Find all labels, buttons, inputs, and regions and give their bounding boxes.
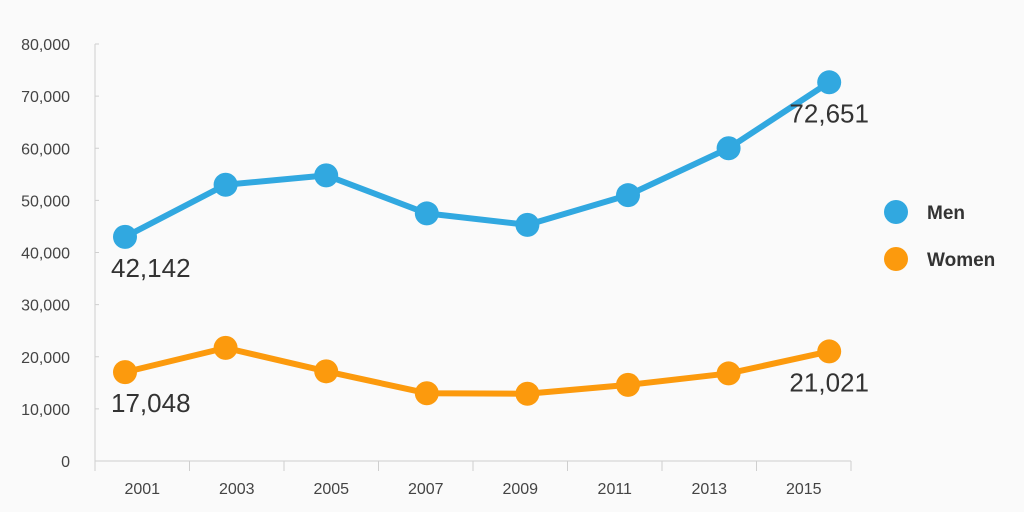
data-point-women (314, 359, 339, 384)
y-tick-label: 30,000 (21, 298, 70, 315)
data-label-men: 42,142 (111, 253, 191, 283)
x-tick-label: 2005 (313, 481, 349, 498)
data-point-women (113, 360, 137, 385)
data-labels: 42,142 72,651 17,048 21,021 (111, 98, 869, 418)
data-point-women (616, 372, 640, 397)
axes: 0 10,000 20,000 30,000 40,000 50,000 60,000 70,… (21, 37, 852, 498)
data-point-women (716, 361, 741, 386)
y-tick-label: 70,000 (21, 89, 70, 106)
y-tick-label: 60,000 (21, 141, 70, 158)
y-tick-label: 20,000 (21, 350, 70, 367)
y-tick-label: 80,000 (21, 37, 70, 54)
data-point-men (616, 183, 640, 208)
data-label-women: 21,021 (789, 367, 869, 397)
data-point-women (817, 339, 842, 364)
data-point-men (515, 212, 540, 237)
x-tick-label: 2003 (219, 481, 255, 498)
y-tick-label: 0 (61, 454, 70, 471)
x-tick-label: 2007 (408, 481, 444, 498)
x-tick-label: 2015 (786, 481, 822, 498)
x-tick-label: 2001 (124, 481, 160, 498)
data-label-men: 72,651 (789, 98, 869, 128)
data-point-men (213, 172, 238, 197)
legend: Men Women (884, 200, 995, 271)
series-line-women (122, 344, 833, 397)
y-tick-label: 40,000 (21, 246, 70, 263)
data-label-women: 17,048 (111, 388, 191, 418)
data-point-women (515, 381, 540, 406)
data-point-men (716, 136, 741, 161)
data-point-women (414, 381, 439, 406)
legend-marker-men (884, 200, 908, 224)
legend-marker-women (884, 247, 908, 271)
data-point-men (817, 70, 842, 95)
x-tick-label: 2011 (598, 481, 633, 498)
x-tick-label: 2009 (502, 481, 538, 498)
data-point-men (414, 201, 439, 226)
y-tick-label: 10,000 (21, 402, 70, 419)
data-point-men (314, 163, 339, 188)
legend-label-women: Women (927, 250, 995, 271)
data-point-men (113, 224, 137, 249)
series-layer (113, 70, 842, 406)
y-tick-label: 50,000 (21, 193, 70, 210)
series-line-men (122, 79, 833, 240)
x-tick-label: 2013 (691, 481, 727, 498)
legend-label-men: Men (927, 203, 965, 224)
data-point-women (213, 335, 238, 360)
